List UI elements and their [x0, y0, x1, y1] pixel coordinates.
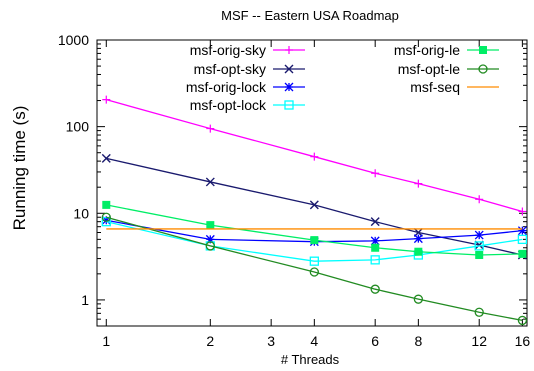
series-msf-orig-sky: [102, 95, 527, 216]
y-tick-label: 100: [66, 119, 90, 135]
data-point: [370, 255, 380, 265]
data-point: [413, 234, 423, 244]
x-tick-label: 12: [471, 333, 487, 349]
x-tick-label: 3: [267, 333, 275, 349]
data-point: [370, 236, 380, 246]
legend-label: msf-opt-le: [398, 61, 460, 77]
data-point: [517, 234, 528, 245]
y-tick-label: 10: [73, 205, 89, 221]
plot-frame: [96, 39, 528, 327]
x-tick-label: 8: [414, 333, 422, 349]
y-axis-label: Running time (s): [10, 106, 29, 231]
series-msf-orig-le: [102, 200, 527, 259]
legend-item-msf-opt-le: msf-opt-le: [398, 61, 499, 77]
legend-item-msf-orig-le: msf-orig-le: [394, 42, 499, 58]
legend-label: msf-opt-sky: [194, 61, 266, 77]
data-point: [474, 230, 484, 240]
data-point: [518, 249, 527, 258]
legend-item-msf-opt-lock: msf-opt-lock: [190, 97, 305, 113]
x-tick-label: 16: [515, 333, 531, 349]
data-point: [517, 315, 528, 326]
x-tick-label: 2: [206, 333, 214, 349]
legend-label: msf-orig-lock: [186, 79, 267, 95]
x-axis-label: # Threads: [281, 352, 340, 367]
legend-label: msf-orig-le: [394, 42, 460, 58]
legend-item-msf-orig-sky: msf-orig-sky: [190, 42, 305, 58]
data-point: [102, 200, 111, 209]
series-msf-orig-lock: [101, 215, 527, 247]
data-point: [101, 212, 111, 222]
legend-label: msf-opt-lock: [190, 97, 267, 113]
data-point: [474, 241, 484, 251]
data-point: [205, 234, 215, 244]
x-tick-label: 1: [102, 333, 110, 349]
data-point: [102, 95, 111, 104]
series-line: [106, 216, 523, 322]
data-point: [475, 195, 484, 204]
data-point: [101, 153, 111, 163]
data-point: [205, 177, 215, 187]
data-point: [310, 236, 319, 245]
data-point: [370, 284, 380, 294]
data-point: [205, 241, 215, 251]
legend-marker-sample: [284, 64, 294, 74]
data-point: [309, 267, 319, 277]
data-point: [414, 179, 423, 188]
legend-item-msf-opt-sky: msf-opt-sky: [194, 61, 305, 77]
data-point: [371, 243, 380, 252]
x-tick-label: 4: [310, 333, 318, 349]
x-tick-label: 6: [371, 333, 379, 349]
data-point: [475, 250, 484, 259]
data-point: [206, 124, 215, 133]
series-msf-opt-le: [101, 212, 528, 326]
data-point: [474, 307, 484, 317]
data-point: [414, 247, 423, 256]
legend-label: msf-orig-sky: [190, 42, 266, 58]
data-point: [309, 256, 319, 266]
data-point: [413, 294, 424, 304]
legend-marker-sample: [284, 82, 294, 92]
y-tick-label: 1: [81, 292, 89, 308]
data-point: [370, 217, 380, 227]
legend-label: msf-seq: [410, 79, 460, 95]
data-point: [371, 169, 380, 178]
legend-marker-sample: [478, 64, 488, 74]
legend-marker-sample: [285, 46, 293, 54]
chart-title: MSF -- Eastern USA Roadmap: [221, 8, 399, 23]
legend: msf-orig-sky msf-opt-sky msf-orig-lock msf-…: [186, 42, 499, 113]
data-point: [518, 207, 527, 216]
legend-item-msf-seq: msf-seq: [410, 79, 499, 95]
legend-item-msf-orig-lock: msf-orig-lock: [186, 79, 305, 95]
legend-marker-sample: [479, 46, 487, 54]
data-point: [517, 226, 527, 236]
data-point: [101, 215, 111, 225]
series-line: [106, 204, 523, 256]
data-point: [206, 221, 215, 230]
data-point: [310, 152, 319, 161]
legend-marker-sample: [284, 100, 294, 110]
y-tick-label: 1000: [58, 32, 89, 48]
data-point: [309, 200, 319, 210]
